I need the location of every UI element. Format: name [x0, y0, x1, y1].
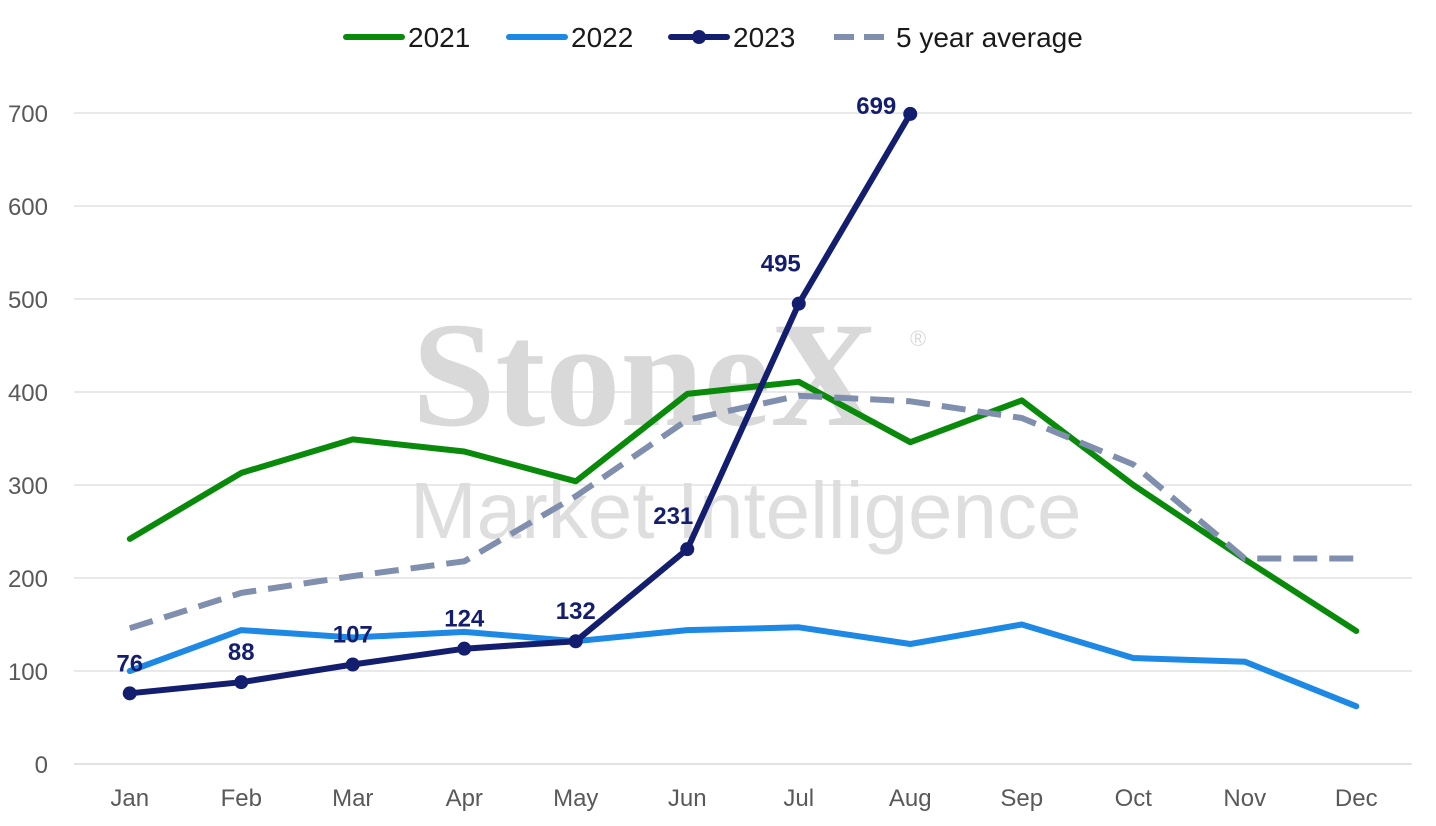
watermark-tagline: Market Intelligence [410, 466, 1081, 555]
x-tick-label-feb: Feb [221, 785, 262, 812]
data-label-2023-aug: 699 [856, 93, 896, 120]
legend-label-5-year-average: 5 year average [896, 22, 1083, 53]
y-tick-label-0: 0 [35, 752, 48, 779]
watermark-brand: StoneX [412, 292, 879, 458]
series-layer [122, 106, 1360, 710]
legend-item-2023: 2023 [668, 22, 795, 53]
y-tick-label-500: 500 [8, 287, 48, 314]
series-line-5-year-average [128, 392, 1357, 632]
legend-item-5-year-average: 5 year average [834, 22, 1083, 53]
legend-label-2021: 2021 [408, 22, 470, 53]
point-2023-aug [903, 106, 918, 121]
data-label-2023-may: 132 [556, 598, 596, 625]
watermark-registered-mark: ® [910, 326, 926, 351]
x-tick-label-oct: Oct [1115, 785, 1153, 812]
legend-label-2022: 2022 [571, 22, 633, 53]
data-label-2023-jul: 495 [761, 251, 801, 278]
x-tick-label-sep: Sep [1000, 785, 1043, 812]
series-line-2021 [126, 378, 1360, 634]
y-tick-label-600: 600 [8, 194, 48, 221]
series-line-2022 [126, 621, 1360, 710]
x-tick-label-jul: Jul [783, 785, 814, 812]
point-2023-jun [680, 542, 695, 557]
x-tick-label-dec: Dec [1335, 785, 1378, 812]
legend-marker-2023 [692, 30, 706, 44]
x-tick-label-nov: Nov [1223, 785, 1266, 812]
y-tick-label-100: 100 [8, 659, 48, 686]
x-tick-label-apr: Apr [446, 785, 483, 812]
legend-label-2023: 2023 [733, 22, 795, 53]
point-2023-feb [234, 675, 249, 690]
point-2023-apr [457, 641, 472, 656]
series-line-2023 [126, 110, 914, 697]
y-tick-label-700: 700 [8, 101, 48, 128]
gridlines [74, 112, 1412, 765]
data-label-2023-mar: 107 [333, 621, 373, 648]
data-label-2023-apr: 124 [444, 606, 485, 633]
data-label-2023-feb: 88 [228, 639, 255, 666]
x-tick-label-may: May [553, 785, 598, 812]
x-tick-label-mar: Mar [332, 785, 373, 812]
legend-item-2021: 2021 [343, 22, 470, 53]
legend-item-2022: 2022 [506, 22, 633, 53]
legend: 2021 2022 2023 5 year average [343, 22, 1083, 53]
x-tick-label-jun: Jun [668, 785, 707, 812]
x-tick-label-aug: Aug [889, 785, 932, 812]
point-2023-jul [791, 296, 806, 311]
y-tick-label-300: 300 [8, 473, 48, 500]
data-label-2023-jun: 231 [653, 503, 693, 530]
y-tick-label-200: 200 [8, 566, 48, 593]
data-labels: 76 88 107 124 132 231 495 699 [116, 93, 896, 677]
point-2023-mar [345, 657, 360, 672]
x-tick-label-jan: Jan [110, 785, 149, 812]
x-axis: Jan Feb Mar Apr May Jun Jul Aug Sep Oct Nov Dec [110, 785, 1377, 812]
y-axis: 0 100 200 300 400 500 600 700 [8, 101, 48, 779]
point-2023-may [568, 634, 583, 649]
y-tick-label-400: 400 [8, 380, 48, 407]
data-label-2023-jan: 76 [116, 650, 143, 677]
point-2023-jan [122, 686, 137, 701]
